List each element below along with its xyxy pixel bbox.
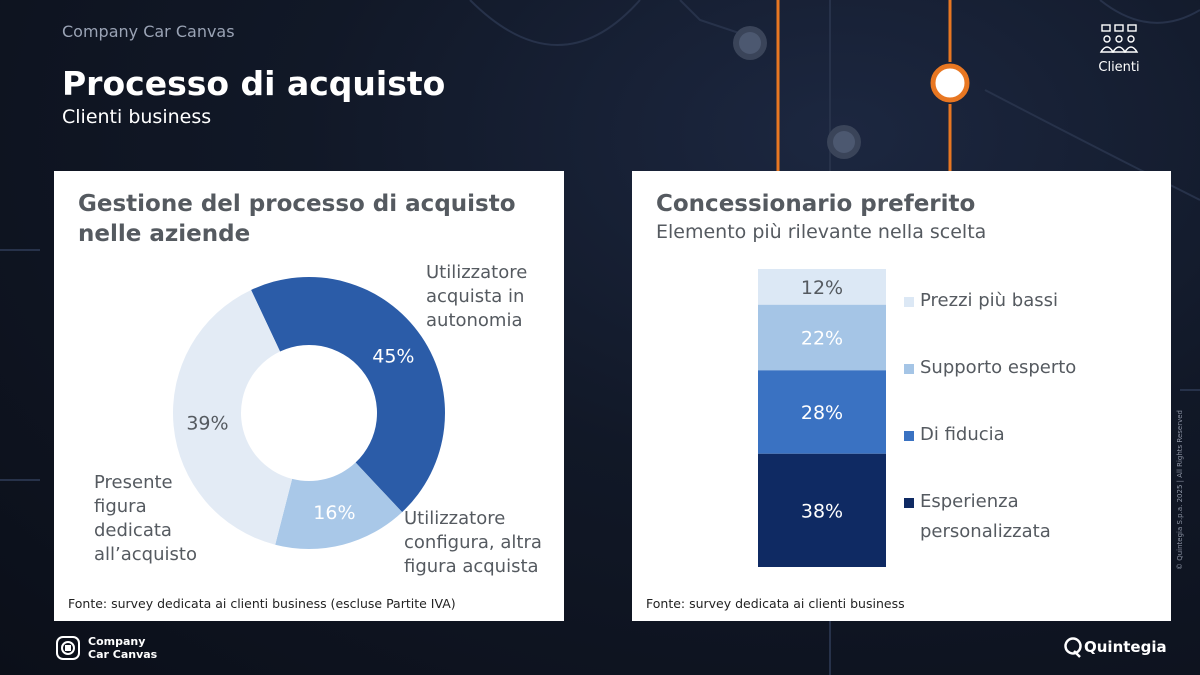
legend-swatch [904,431,914,441]
bar-value-label: 22% [801,328,843,350]
stacked-bar-chart: 12% 22% 28% 38% [758,269,886,567]
panel-subtitle: Elemento più rilevante nella scelta [656,221,987,243]
source-note: Fonte: survey dedicata ai clienti busine… [68,596,456,611]
page-subtitle: Clienti business [62,106,212,128]
donut-chart: 45% 16% 39% [172,277,445,549]
legend-label: Di fiducia [920,424,1005,445]
legend-esperienza: Esperienza personalizzata [904,487,1100,547]
bar-segment [758,370,886,454]
legend-supporto: Supporto esperto [904,353,1077,383]
bar-segment [758,304,886,371]
slice-value-label: 45% [372,346,414,368]
bar-value-label: 38% [801,500,843,522]
slice-label-configura: Utilizzatore configura, altra figura acq… [404,508,542,577]
legend-swatch [904,498,914,508]
source-note: Fonte: survey dedicata ai clienti busine… [646,596,905,611]
brand-label: Company Car Canvas [62,22,235,41]
bar-segment [758,269,886,305]
legend-prezzi: Prezzi più bassi [904,286,1059,316]
quintegia-logo: Quintegia [1064,636,1167,658]
purchase-process-panel: Gestione del processo di acquisto nelle … [54,171,564,621]
donut-slice [251,277,445,513]
legend-label: Esperienza personalizzata [920,491,1051,542]
bar-value-label: 28% [801,402,843,424]
panel-title: Concessionario preferito [656,191,976,217]
page-title: Processo di acquisto [62,64,446,103]
company-car-canvas-logo: Company Car Canvas [56,635,157,661]
slice-value-label: 16% [313,502,355,524]
panel-title: Gestione del processo di acquisto nelle … [78,191,516,247]
slice-label-figura-dedicata: Presente figura dedicata all’acquisto [94,472,197,565]
logo-icon [56,636,80,660]
legend-swatch [904,297,914,307]
legend-label: Prezzi più bassi [920,290,1059,311]
people-icon [1099,24,1139,53]
quintegia-icon [1064,637,1082,658]
partner-name: Quintegia [1084,638,1167,656]
legend-label: Supporto esperto [920,357,1077,378]
slice-value-label: 39% [186,413,228,435]
bar-value-label: 12% [801,277,843,299]
copyright-note: © Quintegia S.p.a. 2025 | All Rights Res… [1176,410,1184,570]
badge-label: Clienti [1098,60,1140,75]
clienti-badge: Clienti [1094,24,1144,75]
slice-label-autonomia: Utilizzatore acquista in autonomia [426,262,528,331]
bar-segment [758,453,886,567]
legend-swatch [904,364,914,374]
legend-fiducia: Di fiducia [904,420,1005,450]
preferred-dealer-panel: Concessionario preferito Elemento più ri… [632,171,1171,621]
donut-slice [172,289,293,545]
donut-slice [275,462,403,549]
logo-line2: Car Canvas [88,648,158,661]
logo-line1: Company [88,635,146,648]
